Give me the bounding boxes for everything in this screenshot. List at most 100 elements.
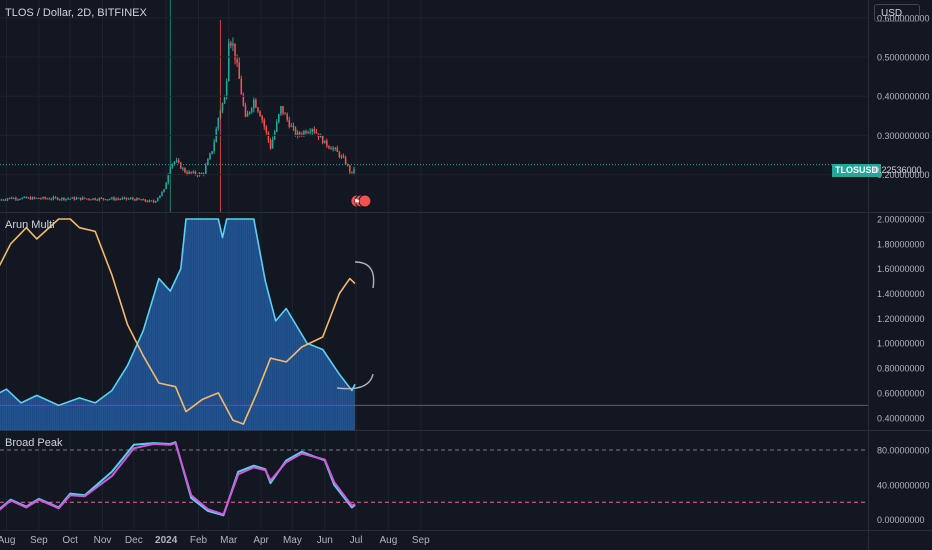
candle-body xyxy=(102,198,105,200)
candle-body xyxy=(275,121,278,132)
candle-body xyxy=(50,199,53,201)
histogram-bar xyxy=(227,218,230,431)
candle-body xyxy=(163,189,165,192)
candle-body xyxy=(209,153,211,160)
candle-body xyxy=(309,131,311,133)
candle-body xyxy=(238,62,241,79)
histogram-bar xyxy=(231,218,234,431)
histogram-bar xyxy=(106,393,109,431)
candle-body xyxy=(232,43,234,46)
candle-body xyxy=(152,200,155,203)
histogram-bar xyxy=(229,218,232,431)
candle-body xyxy=(261,116,263,120)
candle-body xyxy=(96,199,99,201)
candle-body xyxy=(182,168,184,170)
histogram-bar xyxy=(160,281,164,431)
histogram-bar xyxy=(279,314,282,431)
histogram-bar xyxy=(60,404,63,431)
histogram-bar xyxy=(92,402,95,431)
candle-body xyxy=(106,199,109,201)
histogram-bar xyxy=(284,309,287,431)
histogram-bar xyxy=(215,218,218,431)
histogram-bar xyxy=(213,218,216,431)
histogram-bar xyxy=(14,397,17,431)
currency-button[interactable]: USD xyxy=(874,4,920,22)
histogram-bar xyxy=(319,348,322,431)
histogram-bar xyxy=(192,218,195,431)
histogram-bar xyxy=(54,403,57,431)
candle-body xyxy=(200,173,203,175)
candle-body xyxy=(330,147,332,150)
histogram-bar xyxy=(332,364,335,431)
histogram-bar xyxy=(144,323,147,431)
histogram-bar xyxy=(288,313,291,431)
histogram-bar xyxy=(148,309,151,431)
candle-body xyxy=(313,129,316,132)
candle-body xyxy=(6,198,9,200)
candle-body xyxy=(88,198,90,200)
candle-body xyxy=(48,198,51,200)
y-tick-label: 0.600000000 xyxy=(877,13,930,23)
histogram-bar xyxy=(256,241,260,431)
symbol-title[interactable]: TLOS / Dollar, 2D, BITFINEX xyxy=(5,7,147,19)
histogram-bar xyxy=(85,400,88,431)
candle-body xyxy=(52,197,55,200)
candle-body xyxy=(259,111,261,117)
x-tick-label: Aug xyxy=(380,535,398,546)
histogram-bar xyxy=(129,358,132,431)
x-tick-label: 2024 xyxy=(155,535,178,546)
y-tick-label: 1.00000000 xyxy=(877,339,925,349)
candle-body xyxy=(282,106,284,114)
histogram-bar xyxy=(286,310,289,431)
histogram-bar xyxy=(21,402,24,431)
histogram-bar xyxy=(259,252,262,431)
histogram-bar xyxy=(271,308,274,431)
candle-body xyxy=(288,119,291,127)
candle-body xyxy=(113,197,115,200)
histogram-bar xyxy=(244,218,247,431)
candle-body xyxy=(21,197,23,200)
x-tick-label: Mar xyxy=(220,535,238,546)
histogram-bar xyxy=(37,396,40,431)
histogram-bar xyxy=(25,400,28,431)
candle-body xyxy=(23,196,26,198)
histogram-bar xyxy=(152,295,155,431)
histogram-bar xyxy=(98,399,101,431)
histogram-bar xyxy=(100,398,103,431)
indicator-arun-multi-label[interactable]: Arun Multi xyxy=(5,219,55,231)
x-tick-label: Aug xyxy=(0,535,15,546)
histogram-bar xyxy=(81,398,84,431)
candle-body xyxy=(344,157,347,165)
candle-body xyxy=(35,197,38,199)
candle-body xyxy=(217,118,220,129)
indicator-broad-peak-label[interactable]: Broad Peak xyxy=(5,437,63,449)
candle-body xyxy=(161,191,163,196)
histogram-bar xyxy=(39,397,42,431)
histogram-bar xyxy=(58,404,61,431)
histogram-bar xyxy=(119,377,122,431)
y-tick-label: 1.40000000 xyxy=(877,289,925,299)
histogram-bar xyxy=(211,218,214,431)
candle-body xyxy=(54,197,57,199)
candle-body xyxy=(292,125,295,128)
candle-body xyxy=(175,160,178,162)
histogram-bar xyxy=(50,401,53,431)
candle-body xyxy=(38,197,40,199)
histogram-bar xyxy=(246,218,249,431)
candle-body xyxy=(296,132,299,136)
histogram-bar xyxy=(325,355,328,431)
histogram-bar xyxy=(133,349,136,431)
candle-body xyxy=(236,59,238,63)
histogram-bar xyxy=(313,345,316,431)
candle-body xyxy=(100,198,103,200)
candle-body xyxy=(342,156,345,158)
candle-body xyxy=(94,198,96,200)
histogram-bar xyxy=(329,361,333,431)
histogram-bar xyxy=(217,218,220,431)
histogram-bar xyxy=(165,286,168,431)
histogram-bar xyxy=(31,397,34,431)
x-tick-label: Apr xyxy=(253,535,269,546)
histogram-bar xyxy=(73,399,76,431)
